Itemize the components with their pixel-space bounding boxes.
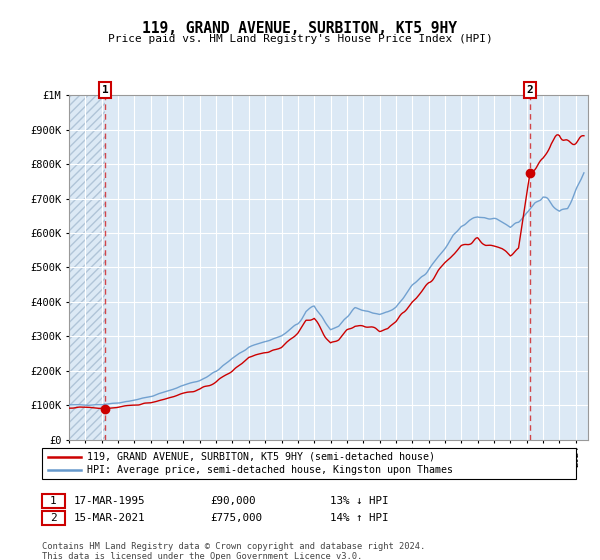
Text: 119, GRAND AVENUE, SURBITON, KT5 9HY: 119, GRAND AVENUE, SURBITON, KT5 9HY	[143, 21, 458, 36]
Text: 2: 2	[50, 513, 57, 523]
Text: 2: 2	[527, 85, 533, 95]
Text: 15-MAR-2021: 15-MAR-2021	[74, 513, 145, 523]
Text: 14% ↑ HPI: 14% ↑ HPI	[330, 513, 389, 523]
Text: 13% ↓ HPI: 13% ↓ HPI	[330, 496, 389, 506]
Polygon shape	[69, 95, 105, 440]
Text: £90,000: £90,000	[210, 496, 256, 506]
Text: HPI: Average price, semi-detached house, Kingston upon Thames: HPI: Average price, semi-detached house,…	[87, 465, 453, 475]
Text: 119, GRAND AVENUE, SURBITON, KT5 9HY (semi-detached house): 119, GRAND AVENUE, SURBITON, KT5 9HY (se…	[87, 451, 435, 461]
Text: 1: 1	[102, 85, 109, 95]
Text: Price paid vs. HM Land Registry's House Price Index (HPI): Price paid vs. HM Land Registry's House …	[107, 34, 493, 44]
Text: Contains HM Land Registry data © Crown copyright and database right 2024.
This d: Contains HM Land Registry data © Crown c…	[42, 542, 425, 560]
Text: 17-MAR-1995: 17-MAR-1995	[74, 496, 145, 506]
Text: £775,000: £775,000	[210, 513, 262, 523]
Text: 1: 1	[50, 496, 57, 506]
